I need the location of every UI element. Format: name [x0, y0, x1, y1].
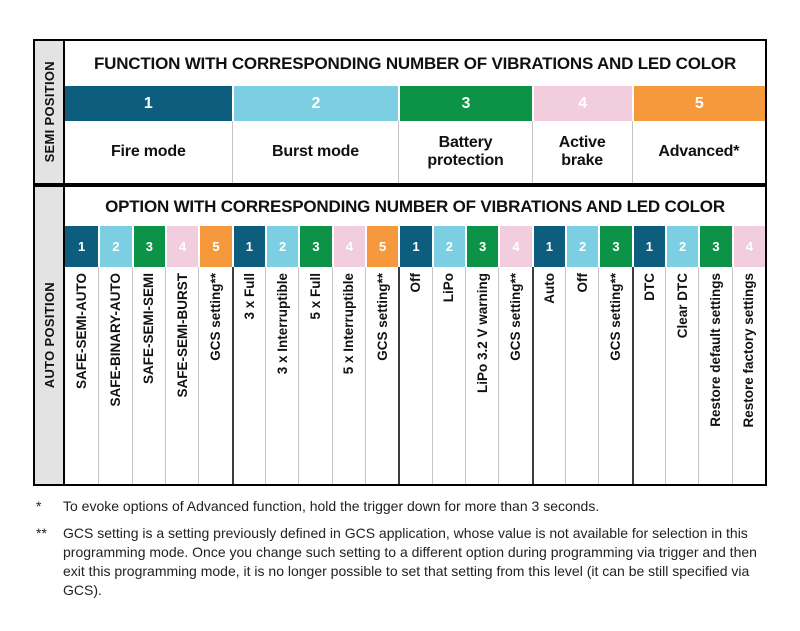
option-label-text: GCS setting** [374, 273, 390, 361]
auto-content: OPTION WITH CORRESPONDING NUMBER OF VIBR… [65, 187, 765, 484]
option-label-text: GCS setting** [507, 273, 523, 361]
option-label-cell: Restore default settings [698, 267, 731, 484]
footnote-marker: ** [36, 525, 47, 542]
option-label-text: 5 x Interruptible [341, 273, 357, 375]
option-label-cell: Off [564, 267, 598, 484]
function-number-cell: 3 [398, 86, 532, 121]
semi-position-label: SEMI POSITION [41, 61, 57, 163]
option-label-cell: 3 x Interruptible [264, 267, 298, 484]
function-name-cell: Fire mode [110, 142, 186, 160]
option-label-text: LiPo 3.2 V warning [474, 273, 490, 394]
option-number-cell: 1 [631, 226, 665, 267]
option-label-text: Restore factory settings [741, 273, 757, 428]
option-label-cell: GCS setting** [364, 267, 398, 484]
option-header: OPTION WITH CORRESPONDING NUMBER OF VIBR… [105, 196, 725, 216]
option-label-cell: SAFE-SEMI-AUTO [65, 267, 98, 484]
option-label-text: LiPo [441, 273, 457, 303]
function-name-cell: Active brake [531, 121, 632, 183]
footnotes: * To evoke options of Advanced function,… [36, 497, 770, 608]
option-label-text: GCS setting** [207, 273, 223, 361]
option-number-cell: 2 [98, 226, 132, 267]
option-label-row: SAFE-SEMI-AUTO SAFE-BINARY-AUTO SAFE-SEMI-… [65, 267, 765, 484]
option-number-cell: 1 [398, 226, 432, 267]
option-label-cell: SAFE-SEMI-BURST [164, 267, 198, 484]
option-label-text: Off [574, 273, 590, 293]
option-label-cell: 5 x Full [298, 267, 331, 484]
option-label-cell: Restore factory settings [731, 267, 765, 484]
option-number-cell: 4 [498, 226, 532, 267]
option-number-cell: 3 [298, 226, 332, 267]
auto-position-label: AUTO POSITION [41, 282, 57, 389]
option-label-text: SAFE-SEMI-BURST [174, 273, 190, 398]
footnote-advanced: * To evoke options of Advanced function,… [36, 497, 770, 516]
option-number-cell: 5 [364, 226, 399, 267]
programming-table: SEMI POSITION FUNCTION WITH CORRESPONDIN… [33, 39, 767, 486]
option-label-cell: 5 x Interruptible [331, 267, 365, 484]
option-label-text: 5 x Full [307, 273, 323, 320]
option-label-cell: DTC [631, 267, 665, 484]
option-label-cell: SAFE-SEMI-SEMI [131, 267, 165, 484]
function-name-cell: Advanced* [631, 121, 765, 183]
option-number-cell: 1 [531, 226, 565, 267]
function-number-cell: 4 [531, 86, 632, 121]
option-label-cell: GCS setting** [498, 267, 531, 484]
option-number-cell: 1 [65, 226, 99, 267]
option-label-text: DTC [641, 273, 657, 301]
footnote-text: To evoke options of Advanced function, h… [63, 498, 600, 514]
footnote-marker: * [36, 498, 42, 514]
option-label-cell: LiPo [431, 267, 465, 484]
function-number-cell: 2 [231, 86, 399, 121]
option-label-cell: SAFE-BINARY-AUTO [98, 267, 131, 484]
function-header: FUNCTION WITH CORRESPONDING NUMBER OF VI… [93, 53, 737, 73]
option-number-cell: 3 [131, 226, 165, 267]
function-name-row: Fire mode Burst mode Battery protection Act… [65, 121, 765, 183]
option-label-cell: Auto [531, 267, 565, 484]
option-label-text: GCS setting** [607, 273, 623, 361]
option-number-cell: 2 [431, 226, 465, 267]
auto-position-side-column: AUTO POSITION [35, 187, 65, 484]
option-label-cell: GCS setting** [198, 267, 231, 484]
footnote-text: GCS setting is a setting previously defi… [63, 525, 757, 599]
option-label-text: Off [408, 273, 424, 293]
section-divider [35, 183, 765, 187]
option-label-cell: Off [398, 267, 431, 484]
function-number-cell: 1 [65, 86, 232, 121]
function-number-cell: 5 [631, 86, 765, 121]
option-label-text: 3 x Interruptible [274, 273, 290, 375]
semi-position-section: SEMI POSITION FUNCTION WITH CORRESPONDIN… [35, 41, 765, 183]
auto-position-section: AUTO POSITION OPTION WITH CORRESPONDING … [35, 187, 765, 484]
option-number-cell: 2 [564, 226, 599, 267]
function-name-cell: Battery protection [398, 121, 531, 183]
option-label-text: Auto [541, 273, 557, 304]
option-number-cell: 4 [331, 226, 365, 267]
option-label-text: Clear DTC [674, 273, 690, 339]
option-number-cell: 2 [264, 226, 299, 267]
option-number-cell: 4 [731, 226, 765, 267]
option-label-text: 3 x Full [241, 273, 257, 320]
option-label-text: SAFE-SEMI-SEMI [141, 273, 157, 385]
option-number-cell: 1 [231, 226, 265, 267]
option-label-cell: LiPo 3.2 V warning [464, 267, 498, 484]
option-number-cell: 3 [598, 226, 632, 267]
option-number-cell: 3 [698, 226, 732, 267]
option-number-cell: 5 [198, 226, 232, 267]
option-label-cell: 3 x Full [231, 267, 265, 484]
option-number-cell: 4 [164, 226, 199, 267]
semi-position-side-column: SEMI POSITION [35, 41, 65, 183]
semi-content: FUNCTION WITH CORRESPONDING NUMBER OF VI… [65, 41, 765, 183]
option-label-text: SAFE-BINARY-AUTO [107, 273, 123, 407]
option-label-text: SAFE-SEMI-AUTO [74, 273, 90, 390]
option-number-cell: 3 [464, 226, 499, 267]
option-label-text: Restore default settings [707, 273, 723, 427]
footnote-gcs-setting: ** GCS setting is a setting previously d… [36, 524, 770, 600]
option-label-cell: Clear DTC [664, 267, 698, 484]
option-number-cell: 2 [664, 226, 699, 267]
function-name-cell: Burst mode [231, 121, 399, 183]
option-label-cell: GCS setting** [598, 267, 631, 484]
